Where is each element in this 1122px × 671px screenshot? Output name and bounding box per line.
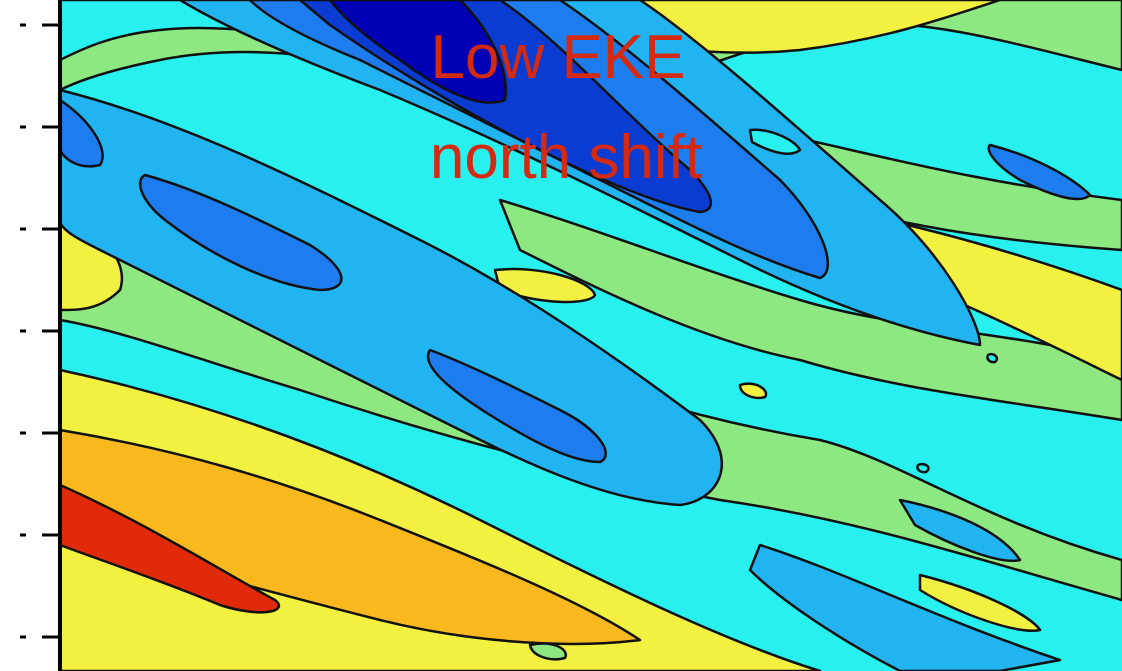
y-tick-minor-4 bbox=[20, 329, 26, 333]
contour-dot-cyan-b bbox=[916, 463, 930, 474]
contour-blob-blue-left-a bbox=[58, 98, 104, 168]
y-axis bbox=[20, 0, 62, 671]
contour-patch-cyan-small bbox=[748, 128, 802, 155]
contour-blob-blue-right-b bbox=[898, 498, 1022, 563]
contour-blob-blue-right-a bbox=[987, 143, 1092, 201]
contour-band-green-right bbox=[498, 198, 1122, 422]
annotations: Low EKE north shift bbox=[430, 23, 702, 192]
contour-band-navy-top bbox=[328, 0, 508, 104]
contour-patch-yellow-small-a bbox=[493, 267, 597, 304]
contour-patch-yellow-lower-right bbox=[918, 573, 1042, 632]
contour-band-blue-lower-right bbox=[748, 543, 1062, 671]
contour-band-blue-light-diagonal bbox=[58, 88, 723, 507]
y-tick-minor-2 bbox=[20, 125, 26, 129]
y-tick-minor-3 bbox=[20, 227, 26, 231]
annotation-north-shift: north shift bbox=[430, 123, 702, 192]
y-tick-minor-7 bbox=[20, 635, 26, 639]
annotation-low-eke: Low EKE bbox=[430, 23, 685, 92]
contour-patch-yellow-small-b bbox=[738, 382, 768, 400]
contour-regions bbox=[58, 0, 1122, 671]
contour-patch-green-bottom bbox=[528, 642, 567, 661]
contour-blob-blue-mid bbox=[139, 173, 343, 292]
y-tick-minor-1 bbox=[20, 23, 26, 27]
y-tick-minor-6 bbox=[20, 533, 26, 537]
contour-blob-red bbox=[58, 483, 281, 614]
contour-dot-cyan-a bbox=[986, 353, 999, 364]
y-tick-minor-5 bbox=[20, 431, 26, 435]
contour-blob-blue-center bbox=[426, 348, 607, 464]
